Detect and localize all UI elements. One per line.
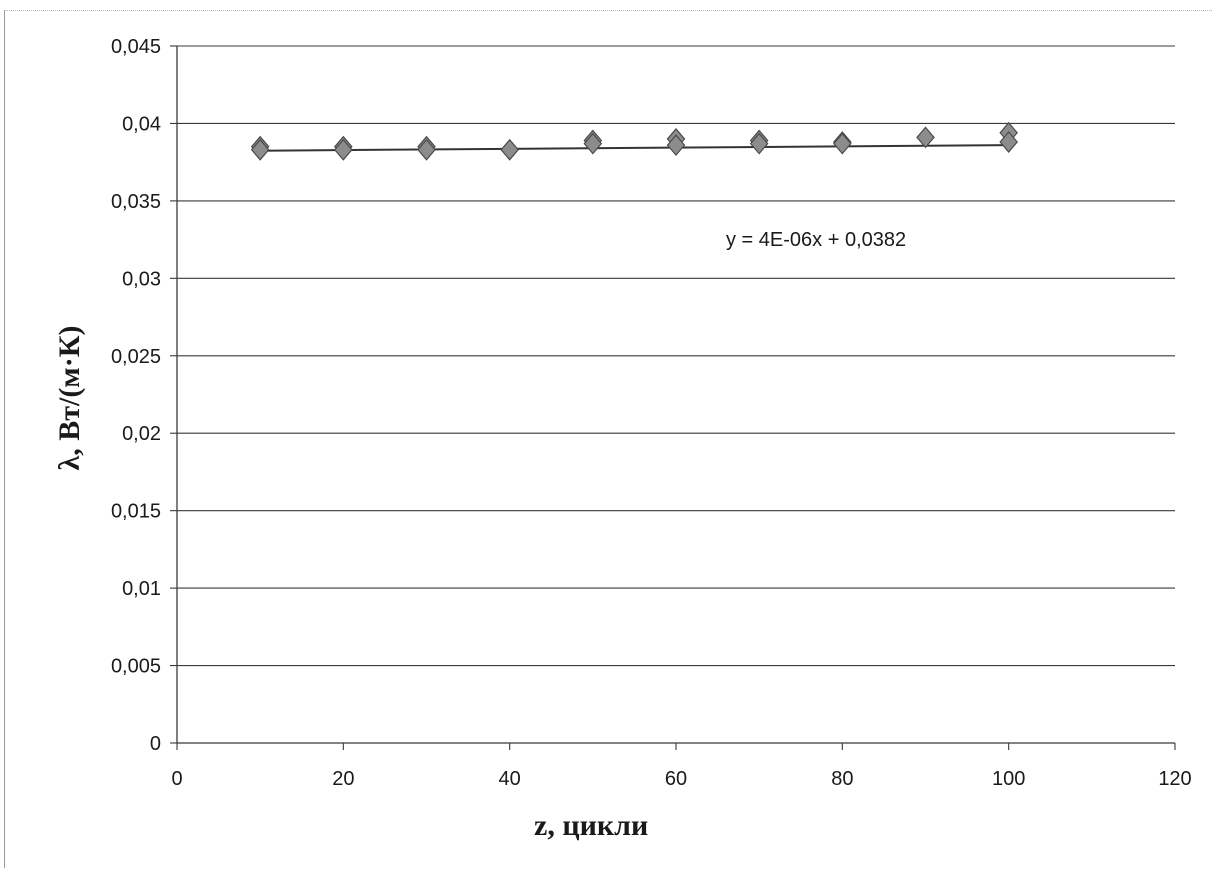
x-axis-title: z, цикли	[534, 809, 648, 842]
data-point-diamond	[833, 132, 852, 155]
y-tick-label: 0	[150, 733, 161, 755]
y-tick-label: 0,015	[111, 501, 161, 523]
chart-frame	[4, 10, 1212, 868]
x-tick-label: 60	[665, 768, 687, 790]
y-tick-labels: 0 0,005 0,01 0,015 0,02 0,025 0,03 0,035 0,04 0,0…	[111, 36, 161, 755]
x-tick-label: 20	[332, 768, 354, 790]
trendline-equation: y = 4E-06x + 0,0382	[726, 229, 906, 251]
data-point-diamond	[334, 138, 353, 161]
data-point-diamond	[749, 132, 769, 155]
y-tick-label: 0,02	[122, 423, 161, 445]
y-tick-label: 0,025	[111, 346, 161, 368]
data-point-diamond	[999, 131, 1018, 153]
y-tick-label: 0,035	[111, 191, 161, 213]
y-tick-label: 0,005	[111, 656, 161, 678]
x-tick-label: 40	[499, 768, 521, 790]
trendline	[260, 144, 1009, 152]
x-tick-labels: 0 20 40 60 80 100 120	[171, 768, 1191, 790]
trendline-group	[260, 144, 1009, 152]
data-point-diamond	[500, 138, 519, 161]
data-points	[250, 121, 1018, 161]
y-tick-label: 0,045	[111, 36, 161, 58]
y-tick-label: 0,04	[122, 113, 161, 135]
x-tick-label: 100	[992, 768, 1025, 790]
data-point-diamond	[583, 132, 603, 155]
y-axis-title: λ, Вт/(м·К)	[53, 326, 86, 471]
x-tick-label: 120	[1158, 768, 1191, 790]
data-point-diamond	[916, 126, 935, 149]
data-point-diamond	[250, 138, 270, 161]
data-point-diamond	[417, 138, 436, 161]
data-point-diamond	[666, 134, 686, 157]
y-tick-label: 0,01	[122, 578, 161, 600]
y-tick-label: 0,03	[122, 268, 161, 290]
axes	[170, 45, 1176, 750]
x-tick-label: 0	[171, 768, 182, 790]
x-tick-label: 80	[831, 768, 853, 790]
